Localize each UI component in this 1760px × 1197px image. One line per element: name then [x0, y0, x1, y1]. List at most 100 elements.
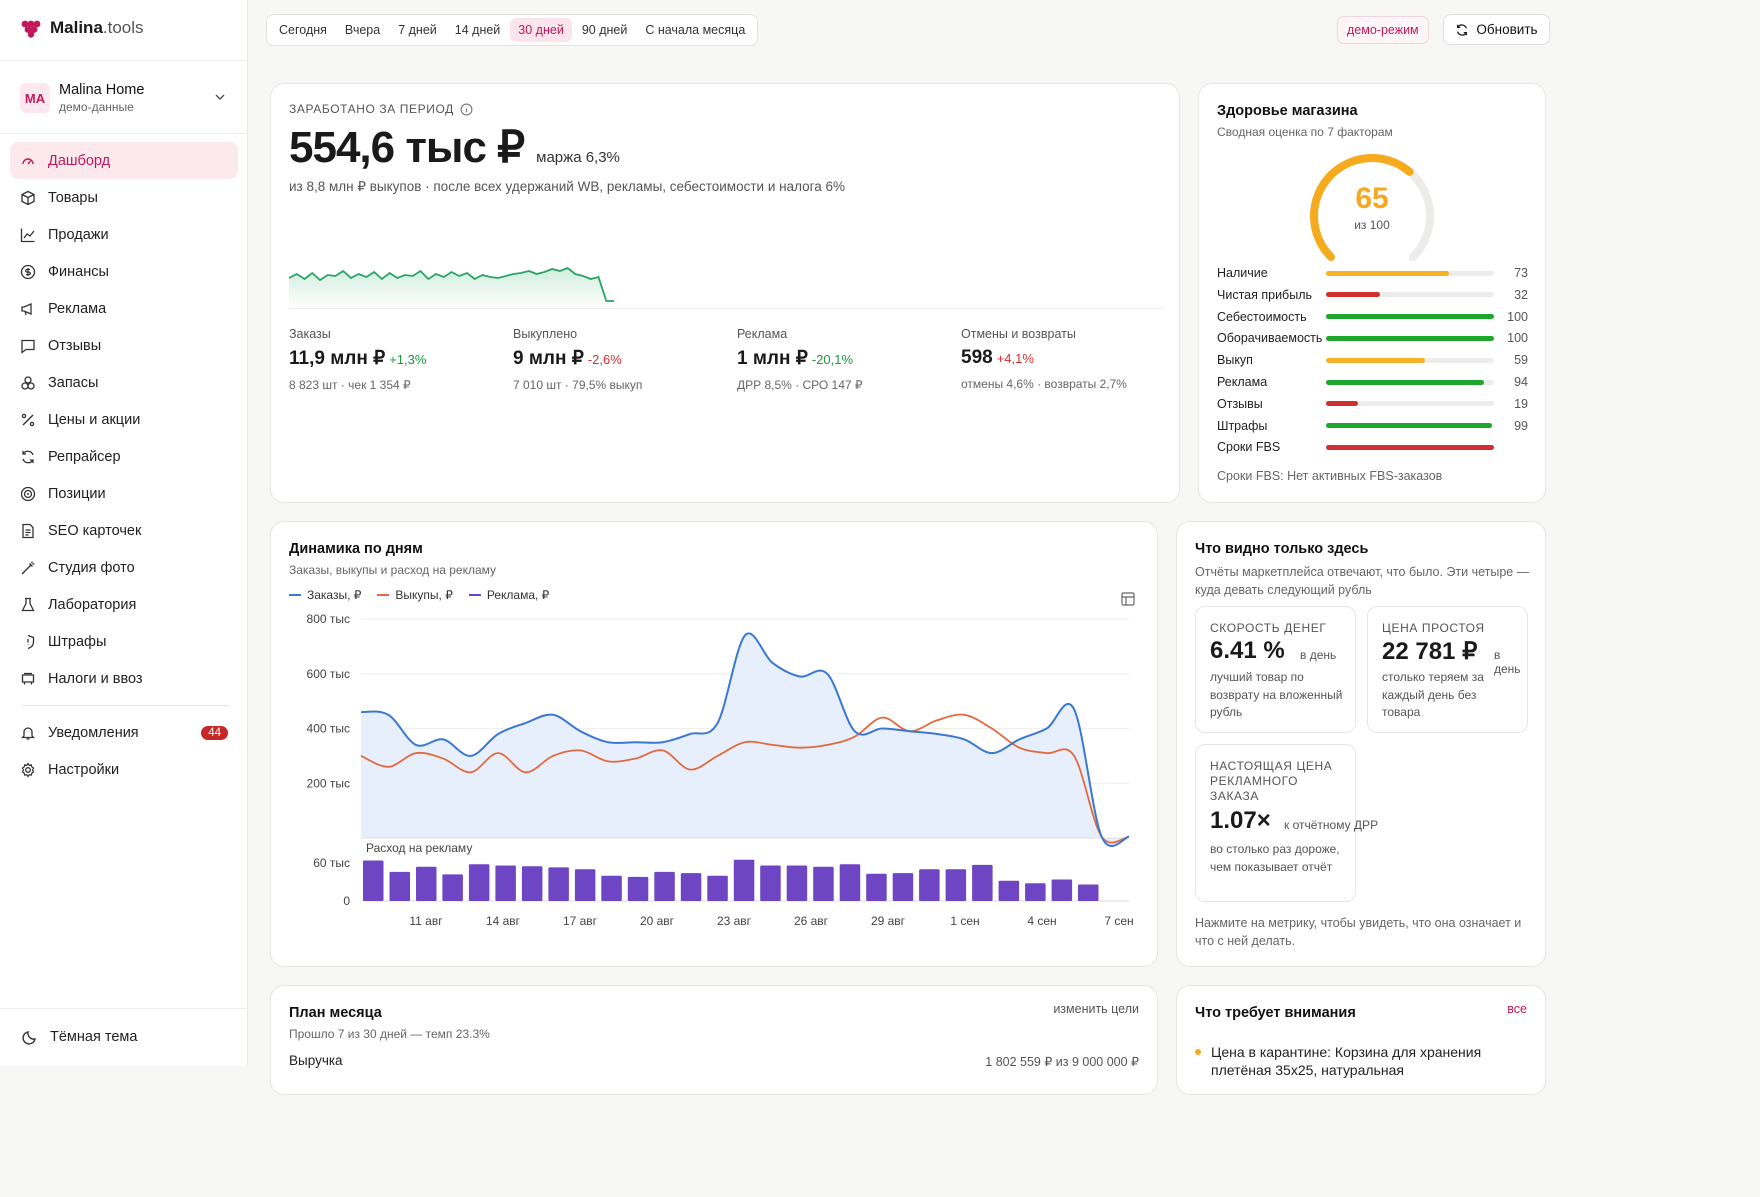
ad-spend-bar[interactable]: [601, 875, 622, 901]
ad-spend-bar[interactable]: [389, 871, 411, 901]
ad-spend-bar[interactable]: [363, 860, 384, 902]
theme-toggle-area: Тёмная тема: [0, 1008, 248, 1066]
kpi-metric[interactable]: Отмены и возвраты 598 +4,1% отмены 4,6% · в…: [961, 327, 1127, 391]
attention-all-link[interactable]: все: [1507, 1002, 1527, 1016]
brand-logo[interactable]: Malina.tools: [20, 18, 144, 38]
health-factor-name: Реклама: [1217, 375, 1268, 389]
refresh-button[interactable]: Обновить: [1443, 14, 1550, 45]
sidebar-item[interactable]: Отзывы: [10, 327, 238, 364]
kpi-metric[interactable]: Реклама 1 млн ₽ -20,1% ДРР 8,5% · СРО 147 ₽: [737, 327, 863, 392]
money-speed-box[interactable]: СКОРОСТЬ ДЕНЕГ 6.41 % в день лучший това…: [1195, 606, 1356, 733]
target-icon: [20, 486, 36, 501]
kpi-metric[interactable]: Выкуплено 9 млн ₽ -2,6% 7 010 шт · 79,5% вы…: [513, 327, 642, 392]
magic-wand-icon: [21, 561, 35, 574]
ad-spend-bar[interactable]: [468, 864, 490, 901]
sidebar-item[interactable]: Продажи: [10, 216, 238, 253]
period-option[interactable]: 14 дней: [454, 23, 501, 37]
sidebar-item[interactable]: Уведомления 44: [10, 714, 238, 751]
ad-spend-bar[interactable]: [998, 880, 1020, 901]
ad-spend-bar[interactable]: [760, 865, 781, 902]
health-factor-value: 100: [1507, 331, 1528, 346]
ad-spend-bar[interactable]: [521, 866, 543, 901]
sidebar-item[interactable]: Позиции: [10, 475, 238, 512]
demo-mode-badge[interactable]: демо-режим: [1337, 16, 1429, 44]
ad-spend-bar[interactable]: [733, 859, 755, 901]
health-factor-name: Оборачиваемость: [1217, 331, 1323, 346]
ad-spend-bar[interactable]: [839, 864, 861, 901]
legend-item[interactable]: Выкупы, ₽: [377, 588, 453, 602]
period-option[interactable]: 90 дней: [581, 23, 628, 37]
chevron-down-icon: [215, 94, 225, 101]
ad-spend-bar[interactable]: [866, 873, 887, 901]
dynamics-chart: 800 тыс 600 тыс 400 тыс 200 тыс Расход на ре…: [307, 612, 1134, 928]
ad-spend-bar[interactable]: [972, 864, 993, 901]
legend-item[interactable]: Заказы, ₽: [289, 588, 361, 602]
ad-spend-bar[interactable]: [574, 869, 596, 901]
idle-cost-box[interactable]: ЦЕНА ПРОСТОЯ 22 781 ₽ в день столько тер…: [1367, 606, 1528, 733]
sidebar-item[interactable]: Реклама: [10, 290, 238, 327]
health-factor-row[interactable]: Оборачиваемость 100: [1217, 327, 1529, 349]
theme-toggle[interactable]: Тёмная тема: [22, 1029, 137, 1045]
flask-icon: [21, 597, 35, 611]
kpi-metric-sub: отмены 4,6% · возвраты 2,7%: [961, 377, 1127, 391]
sidebar-item[interactable]: Дашборд: [10, 142, 238, 179]
health-factor-row[interactable]: Себестоимость 100: [1217, 306, 1529, 328]
kpi-metric-delta: -2,6%: [587, 352, 622, 367]
health-factor-row[interactable]: Выкуп 59: [1217, 349, 1529, 371]
sidebar-item[interactable]: Штрафы: [10, 623, 238, 660]
ad-spend-bar[interactable]: [495, 865, 516, 902]
ad-y-tick-label: 0: [343, 894, 350, 908]
period-option[interactable]: Сегодня: [279, 23, 327, 37]
sidebar-item[interactable]: Финансы: [10, 253, 238, 290]
legend-item[interactable]: Реклама, ₽: [468, 588, 549, 602]
attention-item[interactable]: Цена в карантине: Корзина для хранения п…: [1195, 1043, 1530, 1079]
health-factor-row[interactable]: Штрафы 99: [1217, 415, 1529, 437]
ad-spend-bar[interactable]: [654, 871, 675, 901]
health-factor-bar-fill: [1326, 444, 1494, 450]
sidebar-item[interactable]: Налоги и ввоз: [10, 660, 238, 697]
ad-spend-bar[interactable]: [548, 867, 569, 901]
health-factor-row[interactable]: Сроки FBS: [1217, 436, 1529, 458]
period-option[interactable]: С начала месяца: [645, 23, 746, 37]
chart-title: Динамика по дням: [289, 541, 423, 557]
x-tick-label: 20 авг: [640, 914, 675, 928]
ad-spend-bar[interactable]: [945, 869, 967, 901]
info-icon[interactable]: [460, 103, 473, 116]
ad-spend-bar[interactable]: [919, 869, 940, 901]
sidebar-item[interactable]: SEO карточек: [10, 512, 238, 549]
period-option[interactable]: 7 дней: [398, 23, 437, 37]
sidebar-item[interactable]: Запасы: [10, 364, 238, 401]
period-option[interactable]: Вчера: [344, 23, 381, 37]
ad-spend-bar[interactable]: [1051, 879, 1073, 902]
ad-spend-bar[interactable]: [442, 874, 463, 901]
kpi-metric[interactable]: Заказы 11,9 млн ₽ +1,3% 8 823 шт · чек 1 35…: [289, 327, 426, 392]
health-factor-row[interactable]: Отзывы 19: [1217, 393, 1529, 415]
ad-spend-bar[interactable]: [627, 876, 649, 901]
dollar-icon: [20, 264, 36, 279]
sidebar-item[interactable]: Настройки: [10, 751, 238, 788]
ad-order-cost-box[interactable]: НАСТОЯЩАЯ ЦЕНА РЕКЛАМНОГО ЗАКАЗА 1.07× к…: [1195, 744, 1378, 902]
sidebar-item[interactable]: Цены и акции: [10, 401, 238, 438]
table-view-icon[interactable]: [1121, 592, 1135, 606]
ad-spend-bar[interactable]: [786, 865, 808, 902]
sidebar-item[interactable]: Репрайсер: [10, 438, 238, 475]
ad-spend-bar[interactable]: [680, 873, 702, 901]
ad-spend-bar[interactable]: [1078, 884, 1099, 902]
health-factor-row[interactable]: Наличие 73: [1217, 262, 1529, 284]
health-factor-row[interactable]: Чистая прибыль 32: [1217, 284, 1529, 306]
earned-margin: маржа 6,3%: [536, 149, 620, 166]
store-switcher[interactable]: MA Malina Home демо-данные: [0, 60, 248, 134]
ad-spend-bar[interactable]: [1025, 883, 1046, 901]
sidebar-item[interactable]: Товары: [10, 179, 238, 216]
ad-spend-bar[interactable]: [707, 875, 728, 901]
ad-spend-bar[interactable]: [416, 866, 437, 901]
ad-spend-bar[interactable]: [813, 866, 834, 901]
x-tick-label: 14 авг: [486, 914, 521, 928]
health-factor-row[interactable]: Реклама 94: [1217, 371, 1529, 393]
period-option[interactable]: 30 дней: [510, 18, 572, 42]
sidebar-item[interactable]: Лаборатория: [10, 586, 238, 623]
health-factor-value: 19: [1514, 396, 1528, 411]
ad-spend-bar[interactable]: [892, 873, 914, 901]
sidebar-item[interactable]: Студия фото: [10, 549, 238, 586]
edit-goals-link[interactable]: изменить цели: [1053, 1002, 1139, 1016]
